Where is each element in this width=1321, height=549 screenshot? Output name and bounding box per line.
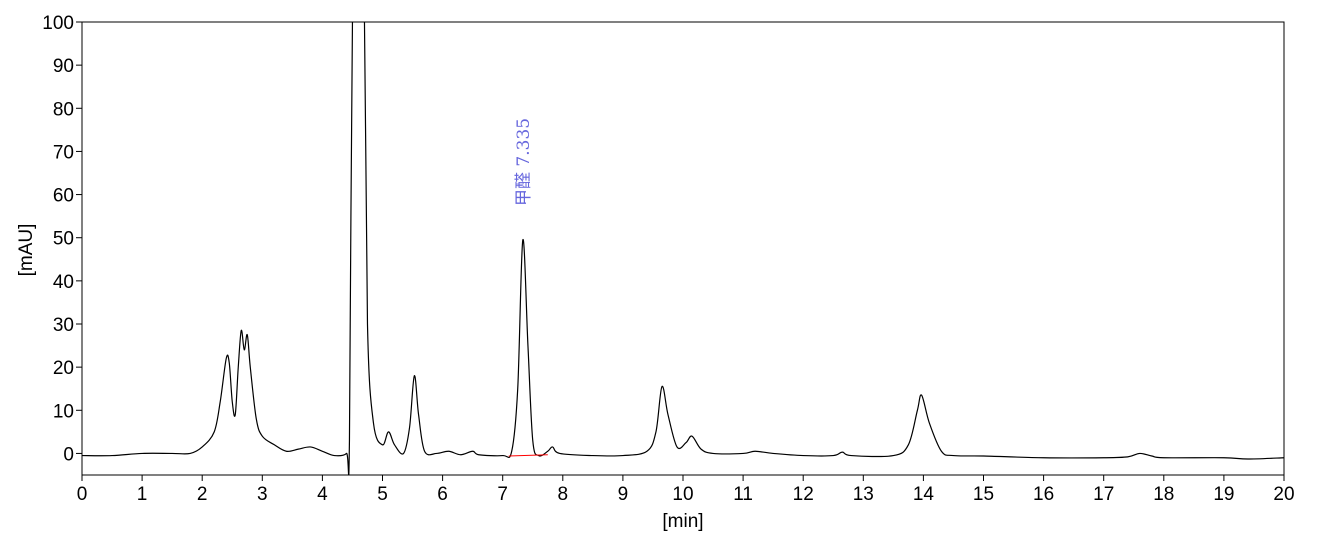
x-tick-label: 0 (77, 484, 88, 505)
x-tick-label: 5 (377, 484, 388, 505)
x-tick-label: 18 (1153, 484, 1174, 505)
x-tick-label: 17 (1093, 484, 1114, 505)
plot-area (82, 22, 1284, 475)
y-tick-label: 40 (53, 272, 74, 293)
x-tick-label: 2 (197, 484, 208, 505)
y-tick-label: 10 (53, 401, 74, 422)
y-axis-label: [mAU] (16, 224, 37, 277)
x-tick-label: 15 (973, 484, 994, 505)
x-tick-label: 20 (1273, 484, 1294, 505)
x-tick-label: 4 (317, 484, 328, 505)
y-tick-label: 90 (53, 56, 74, 77)
x-tick-label: 6 (437, 484, 448, 505)
plot-frame (81, 21, 1285, 476)
peak-annotation: 甲醛 7.335 (514, 118, 534, 206)
x-tick-label: 13 (853, 484, 874, 505)
x-tick-label: 3 (257, 484, 268, 505)
x-tick-label: 8 (558, 484, 569, 505)
x-tick-label: 1 (137, 484, 148, 505)
y-tick-label: 30 (53, 315, 74, 336)
y-tick-label: 0 (63, 444, 74, 465)
y-tick-label: 80 (53, 99, 74, 120)
x-tick-label: 9 (618, 484, 629, 505)
x-tick-label: 19 (1213, 484, 1234, 505)
x-tick-label: 7 (497, 484, 508, 505)
y-tick-label: 70 (53, 142, 74, 163)
y-tick-label: 50 (53, 229, 74, 250)
y-tick-label: 100 (42, 13, 74, 34)
x-tick-label: 10 (672, 484, 693, 505)
chromatogram-line (82, 22, 1284, 475)
y-tick-label: 60 (53, 186, 74, 207)
x-tick-label: 11 (733, 484, 753, 505)
y-tick-label: 20 (53, 358, 74, 379)
x-tick-label: 12 (793, 484, 814, 505)
x-tick-label: 16 (1033, 484, 1054, 505)
x-tick-label: 14 (913, 484, 935, 505)
x-axis-label: [min] (662, 511, 703, 532)
integration-baseline (508, 454, 548, 457)
